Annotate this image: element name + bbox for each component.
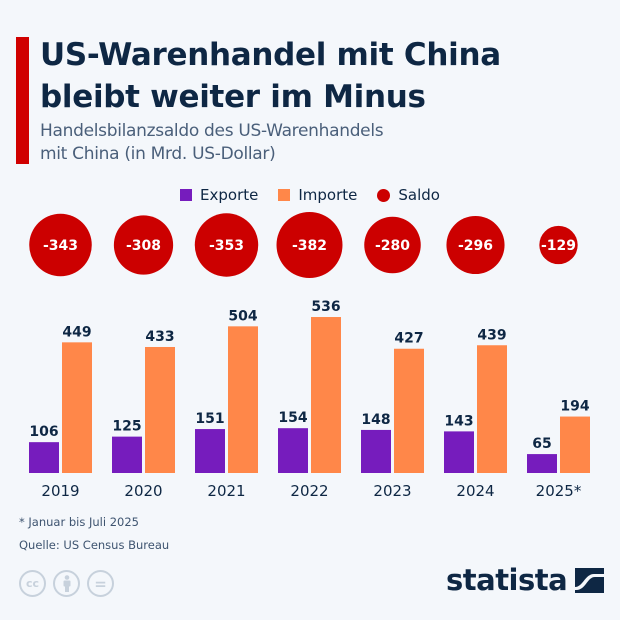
x-tick-label: 2019	[41, 482, 79, 500]
saldo-bubble	[194, 213, 259, 277]
bar-exporte	[278, 428, 308, 473]
cc-icon-label: cc	[25, 577, 40, 590]
label-importe: 439	[477, 327, 506, 343]
saldo-bubble	[276, 212, 343, 278]
bar-importe	[560, 416, 590, 473]
nd-icon-label: =	[94, 574, 107, 593]
saldo-bubble	[29, 213, 92, 277]
label-exporte: 151	[195, 411, 224, 427]
person-icon	[63, 575, 70, 592]
title-line-2: bleibt weiter im Minus	[40, 79, 426, 115]
x-tick-label: 2020	[124, 482, 162, 500]
bar-importe	[394, 348, 424, 473]
label-importe: 449	[62, 324, 91, 340]
title-line-1: US-Warenhandel mit China	[40, 37, 501, 73]
nd-icon[interactable]: =	[87, 570, 114, 597]
bar-exporte	[195, 429, 225, 473]
saldo-label: -343	[43, 238, 78, 254]
chart-title: US-Warenhandel mit China bleibt weiter i…	[40, 34, 600, 118]
title-accent-bar	[16, 37, 29, 164]
label-exporte: 148	[361, 412, 390, 428]
legend-item-importe: Importe	[278, 186, 357, 204]
bar-importe	[477, 345, 507, 473]
saldo-label: -308	[126, 238, 161, 254]
subtitle-line-1: Handelsbilanzsaldo des US-Warenhandels	[40, 121, 384, 141]
source-note: Quelle: US Census Bureau	[19, 538, 170, 552]
saldo-bubble	[113, 215, 174, 275]
label-importe: 194	[560, 399, 589, 415]
label-exporte: 65	[532, 436, 551, 452]
saldo-label: -280	[375, 238, 410, 254]
x-tick-label: 2024	[456, 482, 494, 500]
subtitle-line-2: mit China (in Mrd. US-Dollar)	[40, 144, 276, 164]
legend-label-saldo: Saldo	[398, 186, 440, 204]
label-exporte: 125	[112, 419, 141, 435]
label-exporte: 154	[278, 410, 307, 426]
x-tick-label: 2023	[373, 482, 411, 500]
legend-item-saldo: Saldo	[377, 186, 440, 204]
by-icon[interactable]	[53, 570, 80, 597]
bar-importe	[145, 346, 175, 473]
legend: Exporte Importe Saldo	[0, 186, 620, 204]
brand-wordmark: statista	[446, 563, 568, 597]
legend-label-exporte: Exporte	[200, 186, 259, 204]
legend-label-importe: Importe	[298, 186, 358, 204]
legend-swatch-saldo	[377, 188, 391, 202]
label-importe: 536	[311, 299, 340, 315]
x-tick-label: 2025*	[536, 482, 582, 500]
statista-logo[interactable]: statista	[446, 563, 605, 597]
label-importe: 504	[228, 308, 257, 324]
bar-importe	[311, 317, 341, 473]
saldo-label: -382	[292, 238, 327, 254]
label-importe: 427	[394, 331, 423, 347]
legend-item-exporte: Exporte	[180, 186, 258, 204]
statista-wave-icon	[575, 567, 605, 593]
bar-exporte	[112, 436, 142, 473]
label-exporte: 143	[444, 413, 473, 429]
legend-swatch-exporte	[180, 189, 193, 201]
footnote: * Januar bis Juli 2025	[19, 515, 139, 529]
saldo-label: -353	[209, 238, 244, 254]
chart-subtitle: Handelsbilanzsaldo des US-Warenhandels m…	[40, 120, 600, 166]
label-exporte: 106	[29, 424, 58, 440]
bar-importe	[228, 326, 258, 473]
license-icons: cc =	[19, 570, 114, 597]
cc-icon[interactable]: cc	[19, 570, 46, 597]
saldo-label: -129	[541, 238, 576, 254]
saldo-label: -296	[458, 238, 493, 254]
bar-exporte	[444, 431, 474, 473]
bar-exporte	[361, 429, 391, 473]
x-tick-label: 2021	[207, 482, 245, 500]
x-tick-label: 2022	[290, 482, 328, 500]
legend-swatch-importe	[278, 189, 291, 201]
bar-exporte	[29, 442, 59, 473]
saldo-bubble	[364, 216, 421, 274]
bar-importe	[62, 342, 92, 473]
label-importe: 433	[145, 329, 174, 345]
bar-exporte	[527, 454, 557, 473]
saldo-bubble	[446, 215, 505, 275]
saldo-bubble	[539, 225, 578, 265]
